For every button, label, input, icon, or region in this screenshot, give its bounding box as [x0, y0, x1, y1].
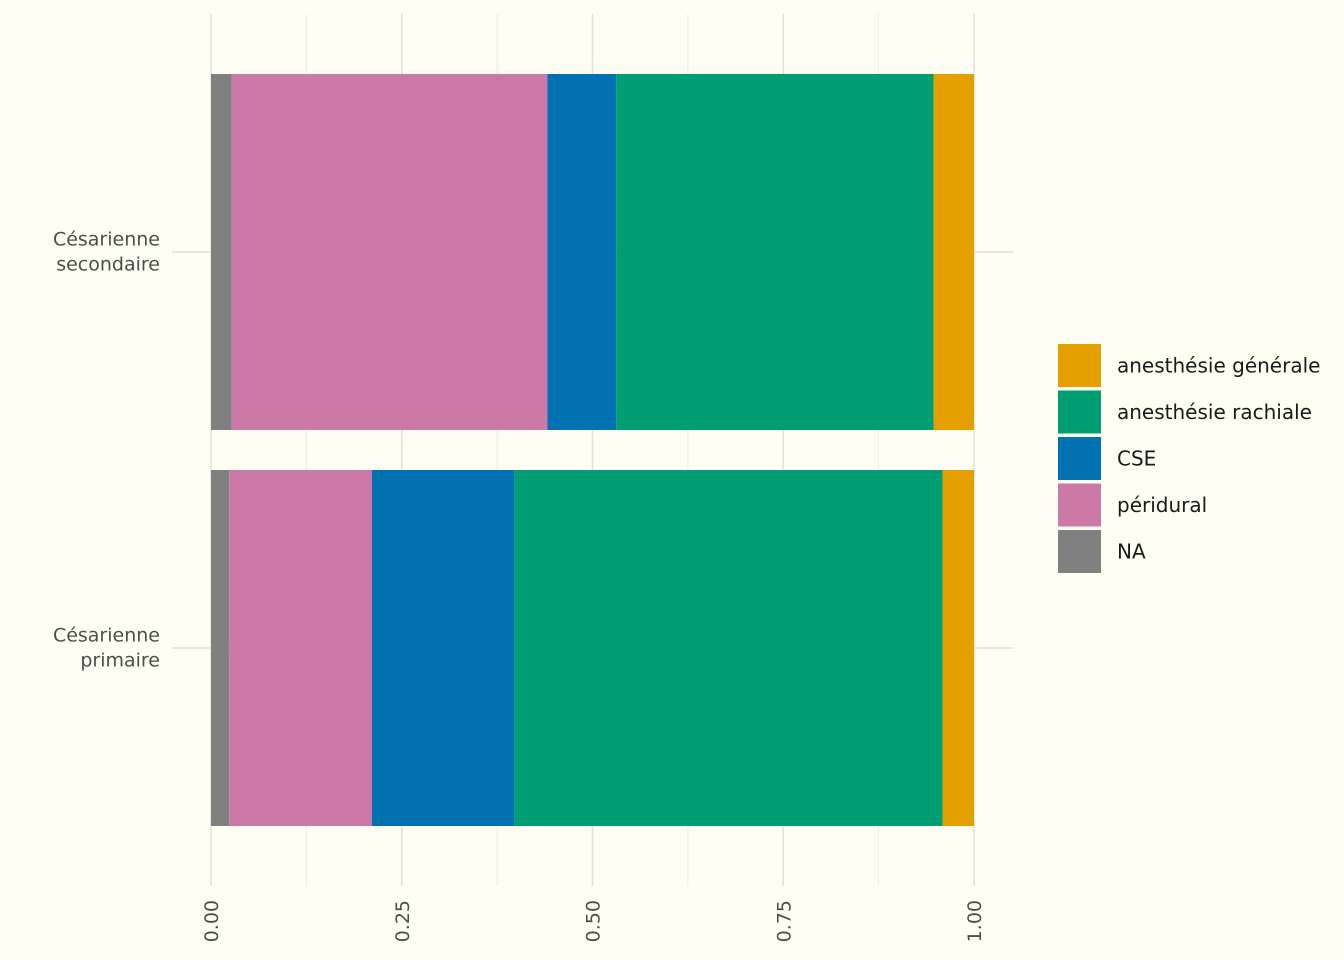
legend: anesthésie générale anesthésie rachiale CS…	[1058, 344, 1320, 573]
bar-segment	[616, 74, 934, 430]
bar-segment	[211, 74, 232, 430]
x-tick-label: 1.00	[964, 900, 986, 942]
legend-label: CSE	[1117, 447, 1156, 471]
bar-segment	[229, 470, 372, 826]
legend-label: péridural	[1117, 493, 1207, 517]
legend-label: anesthésie rachiale	[1117, 400, 1312, 424]
bar-segment	[942, 470, 974, 826]
legend-key	[1058, 344, 1101, 387]
bar-segment	[933, 74, 974, 430]
bar-segment	[371, 470, 515, 826]
legend-key	[1058, 483, 1101, 527]
legend-key	[1058, 530, 1101, 573]
y-tick-label: Césarienne secondaire	[53, 229, 160, 276]
bar-segment	[231, 74, 548, 430]
x-axis-labels: 0.00 0.25 0.50 0.75 1.00	[201, 900, 986, 942]
legend-label: anesthésie générale	[1117, 354, 1320, 378]
legend-label: NA	[1117, 540, 1146, 564]
x-tick-label: 0.00	[201, 900, 223, 942]
bar-segment	[514, 470, 943, 826]
legend-key	[1058, 437, 1101, 480]
y-tick-label: Césarienne primaire	[53, 625, 160, 672]
bars	[211, 74, 974, 826]
y-axis-labels: Césarienne secondaire Césarienne primaire	[53, 229, 160, 672]
x-tick-label: 0.25	[392, 900, 414, 942]
bar-segment	[547, 74, 617, 430]
legend-key	[1058, 390, 1101, 434]
x-tick-label: 0.75	[773, 900, 795, 942]
x-tick-label: 0.50	[583, 900, 605, 942]
bar-segment	[211, 470, 230, 826]
